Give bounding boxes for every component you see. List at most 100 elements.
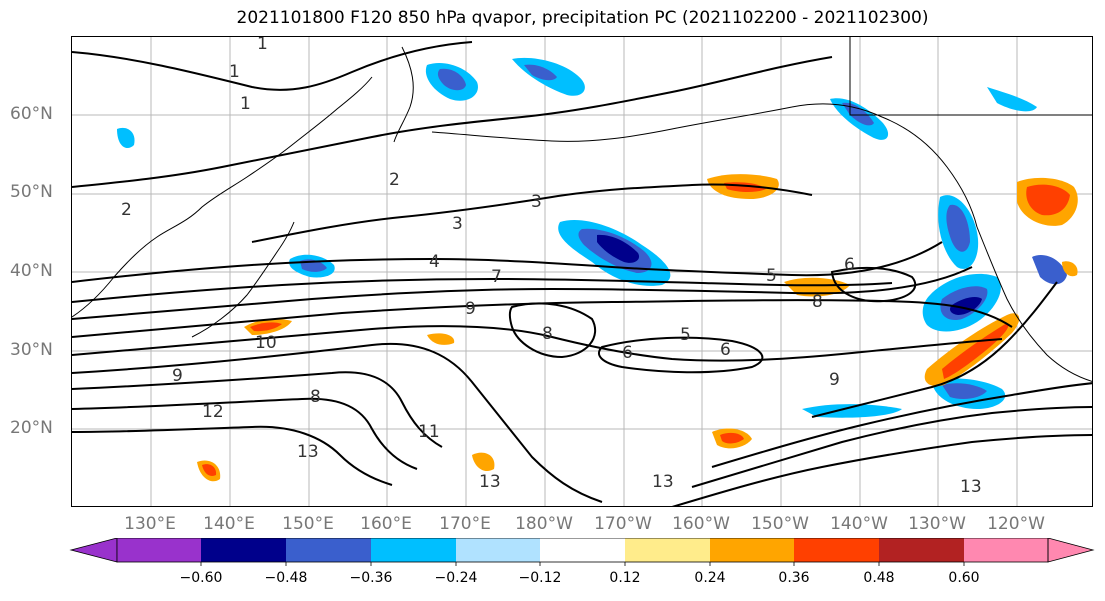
colorbar-segment-6 — [540, 538, 625, 562]
colorbar-tick-0-48: 0.48 — [863, 570, 895, 586]
contour-label-3b: 3 — [452, 214, 463, 234]
colorbar-tick-0-12: 0.12 — [609, 570, 641, 586]
contour-label-5b: 5 — [680, 325, 691, 345]
precip-negative-bc-coast-core — [946, 204, 970, 252]
contour-13c — [711, 382, 1092, 468]
lon-label-140e: 140°E — [203, 514, 255, 534]
lat-label-50n: 50°N — [10, 182, 53, 202]
precip-negative-north-pacific-max — [597, 234, 640, 263]
colorbar-tick-neg-0-36: −0.36 — [349, 570, 393, 586]
contour-label-8b: 8 — [542, 324, 553, 344]
colorbar-tick-0-24: 0.24 — [694, 570, 726, 586]
coastline-asia — [72, 76, 373, 318]
colorbar-segment-10 — [879, 538, 964, 562]
contour-label-7: 7 — [491, 267, 502, 287]
colorbar-segment-8 — [710, 538, 794, 562]
colorbar-segment-7 — [625, 538, 710, 562]
lat-label-40n: 40°N — [10, 261, 53, 281]
border-alaska-canada — [849, 37, 1092, 116]
lat-label-20n: 20°N — [10, 418, 53, 438]
contour-8 — [72, 325, 1003, 362]
contour-label-10: 10 — [255, 333, 277, 353]
coastline-kamchatka — [393, 46, 414, 143]
colorbar-tick-neg-0-48: −0.48 — [264, 570, 308, 586]
lat-label-30n: 30°N — [10, 340, 53, 360]
contour-4 — [72, 241, 943, 283]
map-canvas: 1 1 1 2 2 3 3 4 5 5 6 6 6 7 8 8 8 9 9 9 … — [72, 37, 1092, 506]
lon-label-150w: 150°W — [751, 514, 809, 534]
coastline-japan — [191, 221, 295, 338]
precip-positive-hawaii-north-core — [720, 432, 744, 444]
colorbar-tick-marks — [200, 562, 965, 566]
contour-13b — [691, 406, 1092, 488]
colorbar-segment-4 — [371, 538, 456, 562]
lon-label-180w: 180°W — [515, 514, 573, 534]
contour-label-5a: 5 — [766, 266, 777, 286]
precip-positive-mid-pacific — [784, 277, 850, 297]
lon-label-120w: 120°W — [987, 514, 1045, 534]
precip-negative-bering-core — [524, 64, 557, 81]
contour-label-group: 1 1 1 2 2 3 3 4 5 5 6 6 6 7 8 8 8 9 9 9 … — [121, 37, 982, 497]
lat-label-60n: 60°N — [10, 104, 53, 124]
precip-negative-kamchatka-core — [437, 68, 466, 91]
contour-label-12: 12 — [202, 402, 224, 422]
precip-positive-west-coast-ca-core — [942, 323, 1009, 379]
lon-label-170e: 170°E — [439, 514, 491, 534]
graticule — [72, 37, 1092, 506]
precip-positive-pnw-inland — [1062, 261, 1078, 277]
lon-label-170w: 170°W — [594, 514, 652, 534]
colorbar-tick-0-60: 0.60 — [948, 570, 980, 586]
colorbar-extend-high — [1047, 538, 1095, 563]
colorbar — [69, 538, 1095, 566]
precip-negative-alaska-coast — [987, 87, 1037, 112]
contour-label-11: 11 — [418, 422, 440, 442]
contour-label-6a: 6 — [844, 255, 855, 275]
contour-loop-mid — [508, 302, 597, 359]
contour-label-9a: 9 — [465, 299, 476, 319]
precip-positive-tropic-center — [472, 452, 495, 472]
precip-shading — [117, 57, 1078, 482]
contour-9 — [72, 342, 603, 503]
lon-label-160e: 160°E — [360, 514, 412, 534]
contour-loop-northeast — [830, 266, 917, 303]
precip-negative-trade-band — [802, 404, 902, 418]
colorbar-segment-9 — [794, 538, 879, 562]
contour-label-6c: 6 — [622, 343, 633, 363]
contour-label-2a: 2 — [389, 170, 400, 190]
contour-label-13c: 13 — [652, 472, 674, 492]
map-panel: 1 1 1 2 2 3 3 4 5 5 6 6 6 7 8 8 8 9 9 9 … — [71, 36, 1093, 507]
precip-positive-tropic-west-core — [202, 464, 217, 476]
coastline-alaska — [791, 103, 978, 228]
lon-label-160w: 160°W — [672, 514, 730, 534]
lon-label-130w: 130°W — [908, 514, 966, 534]
precip-negative-west-isolated — [117, 127, 135, 149]
colorbar-segment-3 — [286, 538, 371, 562]
contour-12 — [72, 425, 393, 486]
contour-label-6b: 6 — [720, 340, 731, 360]
contour-11 — [72, 397, 418, 470]
contour-label-9c: 9 — [829, 370, 840, 390]
colorbar-tick-neg-0-24: −0.24 — [434, 570, 478, 586]
contour-7 — [72, 299, 1013, 338]
contour-label-8c: 8 — [310, 387, 321, 407]
precip-positive-pnw-core — [1026, 184, 1070, 216]
contour-3 — [251, 183, 813, 243]
colorbar-segment-11 — [964, 538, 1048, 562]
precip-negative-california-max — [950, 297, 982, 315]
lon-label-150e: 150°E — [282, 514, 334, 534]
precip-negative-subtropics-east-core — [942, 383, 987, 399]
contour-label-1c: 1 — [240, 94, 251, 114]
contour-5 — [72, 277, 893, 303]
contour-eastern-trough — [811, 281, 1058, 418]
contour-label-13b: 13 — [479, 472, 501, 492]
colorbar-segment-5 — [456, 538, 540, 562]
contour-1 — [72, 41, 473, 91]
colorbar-segment-2 — [201, 538, 286, 562]
precip-positive-japan-south-core — [250, 322, 282, 332]
colorbar-segment-1 — [117, 538, 201, 562]
colorbar-tick-0-36: 0.36 — [778, 570, 810, 586]
colorbar-outline — [116, 538, 1049, 563]
contour-13 — [671, 434, 1092, 506]
contour-label-1a: 1 — [257, 37, 268, 54]
contour-label-8a: 8 — [812, 292, 823, 312]
